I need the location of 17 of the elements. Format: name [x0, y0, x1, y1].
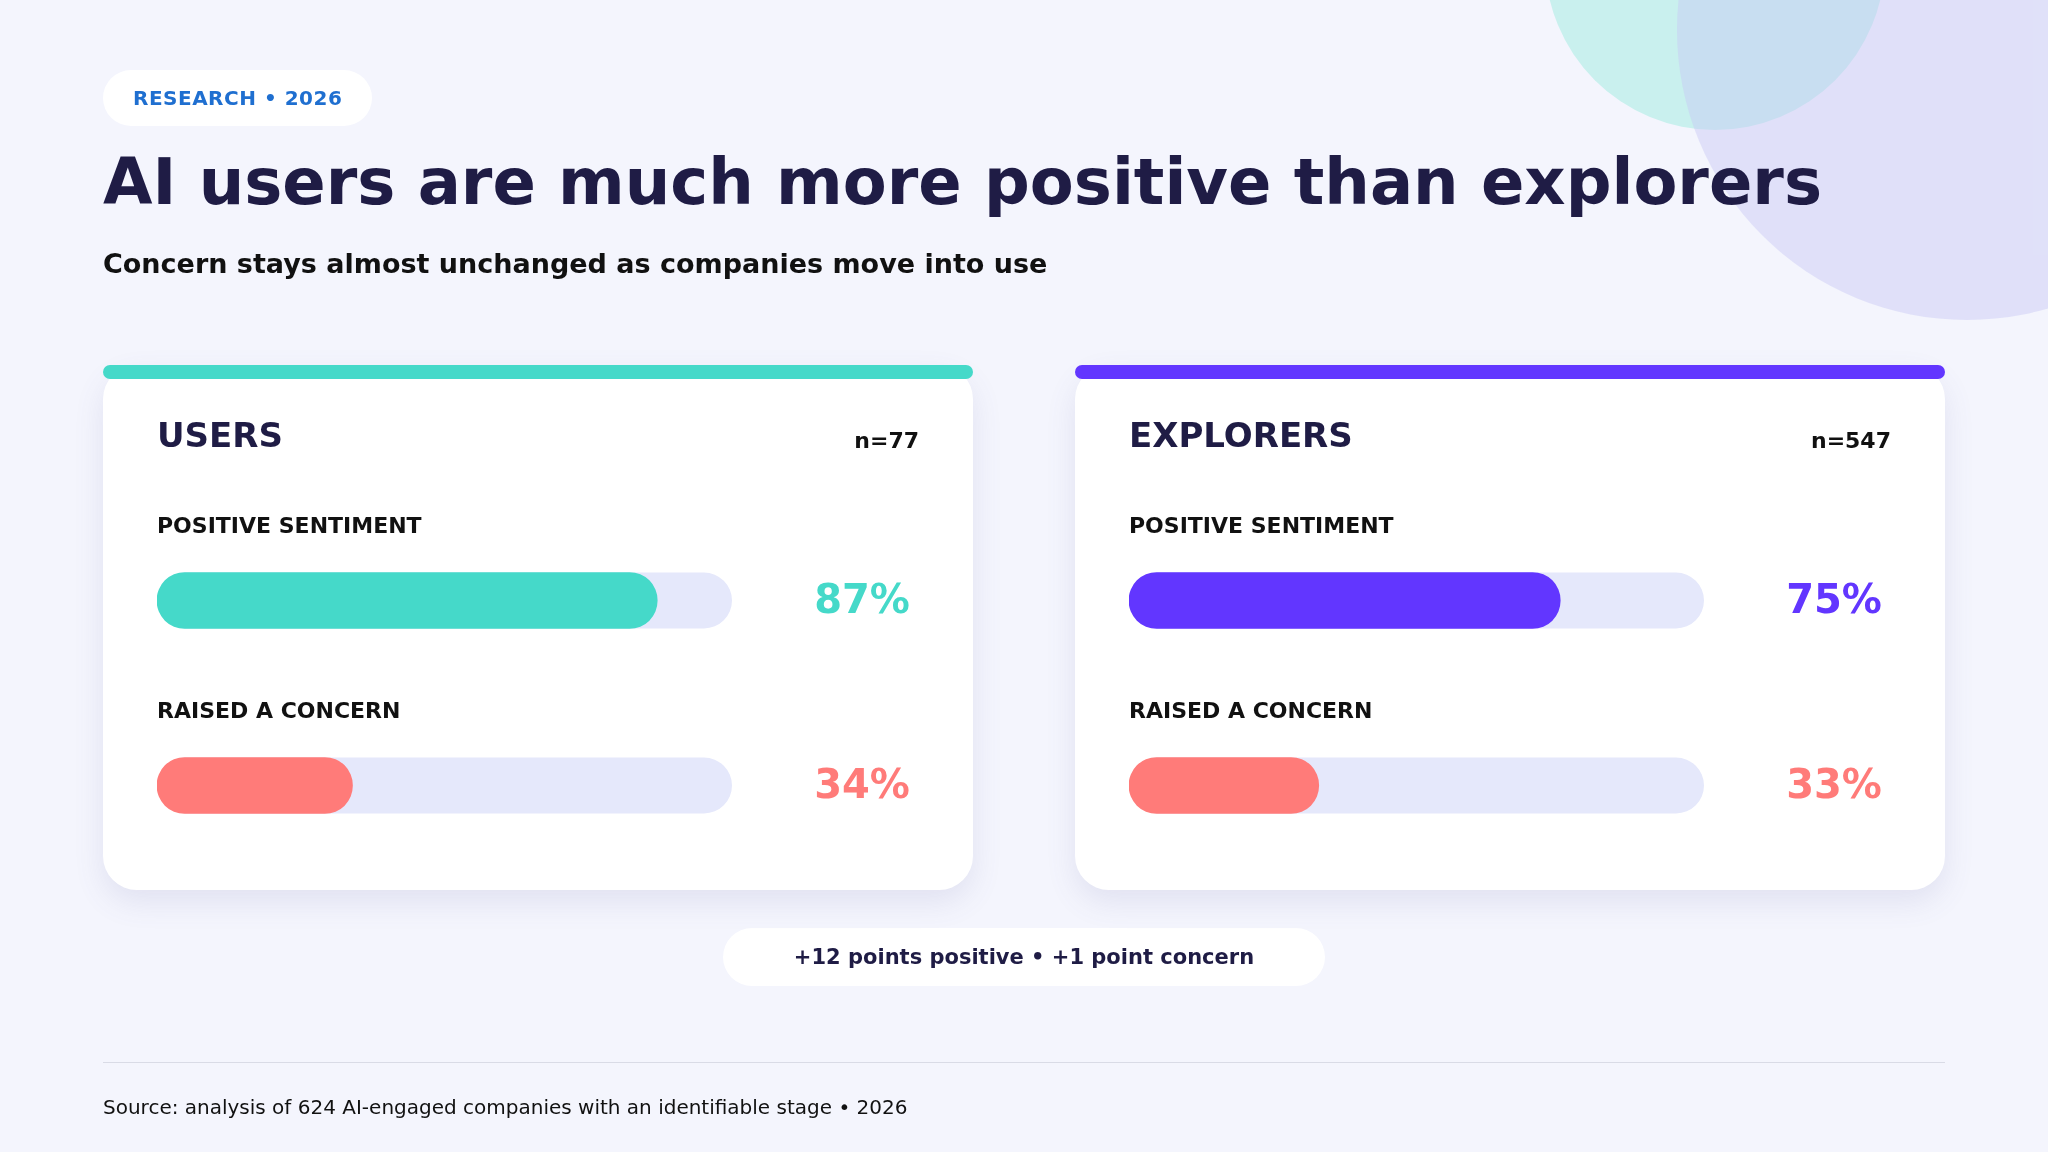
category-label: POSITIVE SENTIMENT: [1129, 512, 1394, 538]
text: RESEARCH • 2026: [103, 70, 373, 126]
category-label: RAISED A CONCERN: [1129, 697, 1373, 723]
text: n=547: [1810, 428, 1891, 453]
data-label: 33%: [1786, 760, 1882, 807]
text: AI users are much more positive than explorers: [103, 145, 1822, 219]
data-label: 87%: [814, 575, 910, 622]
chart-title: USERS: [157, 415, 283, 455]
text: n=77: [854, 428, 919, 453]
data-label: 75%: [1786, 575, 1882, 622]
source-note: Source: analysis of 624 AI-engaged companies with an identifiable stage • 2026: [103, 1095, 908, 1119]
text: +12 points positive • +1 point concern: [723, 928, 1325, 986]
category-label: RAISED A CONCERN: [157, 697, 401, 723]
category-label: POSITIVE SENTIMENT: [157, 512, 422, 538]
chart-title: EXPLORERS: [1129, 415, 1353, 455]
text: Concern stays almost unchanged as companies move into use: [103, 248, 1048, 279]
data-label: 34%: [814, 760, 910, 807]
